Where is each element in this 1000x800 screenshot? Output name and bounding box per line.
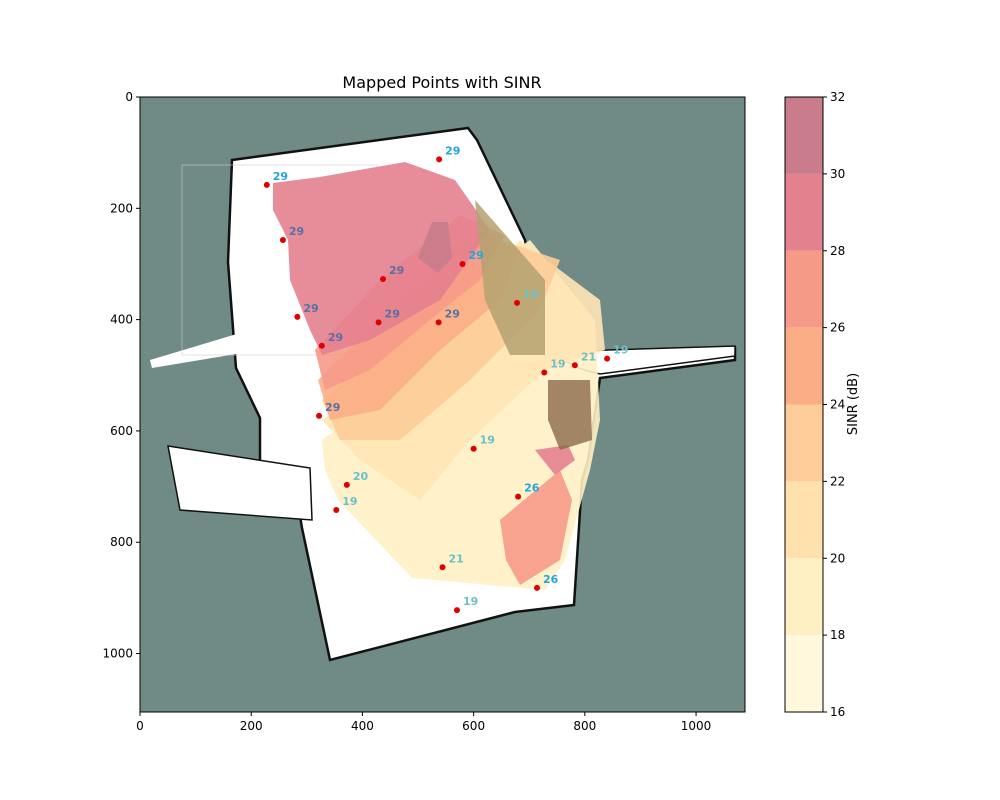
colorbar-label: SINR (dB) <box>846 373 861 435</box>
data-point <box>294 313 301 320</box>
x-tick-label: 400 <box>351 719 374 733</box>
data-marks: 29 29 29 29 29 29 29 29 29 29 19 19 21 19 19 20 19 26 21 26… <box>263 144 628 614</box>
data-point <box>380 275 387 282</box>
colorbar-band <box>785 635 823 712</box>
data-point <box>435 319 442 326</box>
point-sinr-label: 19 <box>342 495 357 508</box>
colorbar-band <box>785 97 823 174</box>
map-free-space-left-arm <box>167 445 313 521</box>
colorbar-tick-label: 22 <box>830 474 845 488</box>
data-point <box>343 481 350 488</box>
y-tick-label: 600 <box>110 424 133 438</box>
colorbar-tick-label: 16 <box>830 705 845 719</box>
data-point <box>541 369 548 376</box>
point-sinr-label: 26 <box>543 573 559 586</box>
x-tick-label: 600 <box>462 719 485 733</box>
point-sinr-label: 19 <box>480 434 495 447</box>
contour-level-30-32 <box>418 222 452 273</box>
point-sinr-label: 29 <box>445 144 460 157</box>
point-sinr-label: 21 <box>449 552 464 565</box>
colorbar-band <box>785 173 823 251</box>
colorbar-tick-label: 20 <box>830 551 845 565</box>
y-axis: 0 200 400 600 800 1000 <box>102 90 140 661</box>
point-sinr-label: 29 <box>328 331 343 344</box>
chart-title: Mapped Points with SINR <box>342 73 541 92</box>
colorbar-tick-label: 30 <box>830 167 845 181</box>
point-sinr-label: 29 <box>445 307 460 320</box>
point-sinr-label: 19 <box>550 357 565 370</box>
colorbar-band <box>785 558 823 636</box>
point-sinr-label: 29 <box>389 264 404 277</box>
contour-right-low-dark <box>548 380 592 450</box>
data-point <box>333 506 340 513</box>
point-sinr-label: 29 <box>289 225 304 238</box>
x-tick-label: 1000 <box>681 719 712 733</box>
y-tick-label: 200 <box>110 201 133 215</box>
data-point <box>515 493 522 500</box>
data-point <box>263 181 270 188</box>
contour-lower-right-26-28 <box>500 470 572 585</box>
data-point <box>318 342 325 349</box>
colorbar-tick-label: 18 <box>830 628 845 642</box>
y-tick-label: 400 <box>110 313 133 327</box>
data-point <box>534 584 541 591</box>
data-point <box>459 260 466 267</box>
colorbar-band <box>785 327 823 405</box>
colorbar-band <box>785 250 823 328</box>
y-tick-label: 1000 <box>102 647 133 661</box>
plot-area <box>140 97 745 712</box>
map-free-space-left-corridor <box>150 330 260 368</box>
data-point <box>604 355 611 362</box>
colorbar-band <box>785 404 823 482</box>
data-point <box>375 319 382 326</box>
y-tick-label: 0 <box>125 90 133 104</box>
x-tick-label: 0 <box>136 719 144 733</box>
data-point <box>436 156 443 163</box>
point-sinr-label: 29 <box>325 401 340 414</box>
point-sinr-label: 20 <box>353 470 369 483</box>
y-tick-label: 800 <box>110 535 133 549</box>
contour-lower-right-28 <box>535 445 575 475</box>
point-sinr-label: 29 <box>273 170 288 183</box>
point-sinr-label: 19 <box>613 344 628 357</box>
data-point <box>316 412 323 419</box>
point-sinr-label: 19 <box>523 288 538 301</box>
data-point <box>470 445 477 452</box>
colorbar-tick-label: 26 <box>830 321 845 335</box>
x-tick-label: 800 <box>573 719 596 733</box>
data-point <box>439 564 446 571</box>
colorbar-tick-label: 24 <box>830 398 845 412</box>
data-point <box>279 237 286 244</box>
sinr-contours <box>273 162 605 590</box>
colorbar-tick-label: 28 <box>830 244 845 258</box>
axes-frame <box>139 96 746 713</box>
data-point <box>453 607 460 614</box>
point-sinr-label: 26 <box>524 482 540 495</box>
data-point <box>571 362 578 369</box>
point-sinr-label: 29 <box>303 302 318 315</box>
point-sinr-label: 19 <box>463 595 478 608</box>
point-sinr-label: 29 <box>385 307 400 320</box>
contour-right-arm-dark <box>475 200 545 355</box>
colorbar-band <box>785 481 823 559</box>
colorbar: 16 18 20 22 24 26 28 30 32 <box>784 90 845 719</box>
colorbar-tick-label: 32 <box>830 90 845 104</box>
data-point <box>514 299 521 306</box>
x-tick-label: 200 <box>240 719 263 733</box>
x-axis: 0 200 400 600 800 1000 <box>136 712 711 733</box>
point-sinr-label: 29 <box>469 249 484 262</box>
point-sinr-label: 21 <box>581 350 596 363</box>
contour-level-28-30 <box>273 162 490 355</box>
